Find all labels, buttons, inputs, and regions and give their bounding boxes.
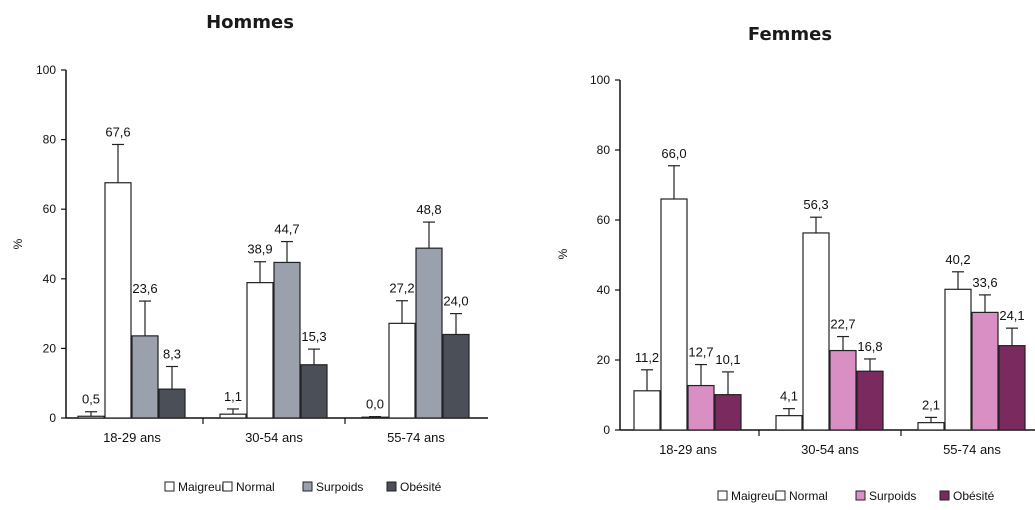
y-tick-label: 80 (597, 143, 611, 157)
y-tick-label: 80 (43, 133, 57, 147)
y-tick-label: 0 (603, 423, 610, 437)
bar (104, 182, 132, 419)
y-tick-label: 40 (43, 272, 57, 286)
legend-swatch (164, 481, 175, 492)
data-label: 23,6 (132, 281, 157, 296)
data-label: 1,1 (224, 389, 242, 404)
chart-title: Hommes (206, 12, 294, 33)
bar (802, 232, 830, 431)
chart-title: Femmes (748, 24, 832, 45)
data-label: 0,0 (366, 397, 384, 412)
y-tick-label: 60 (597, 213, 611, 227)
bar (158, 388, 186, 419)
data-label: 10,1 (715, 352, 740, 367)
bar (998, 345, 1026, 431)
data-label: 38,9 (247, 242, 272, 257)
data-label: 44,7 (274, 222, 299, 237)
data-label: 11,2 (635, 350, 659, 365)
chart-left: Hommes 0 20 40 60 80 100% 18-29 ans 30-54 ans 55-… (11, 12, 488, 494)
x-tick-label: 30-54 ans (245, 430, 303, 445)
x-tick-label: 30-54 ans (801, 442, 859, 457)
bar (856, 370, 884, 431)
bar (131, 335, 159, 419)
bar (714, 394, 742, 431)
y-tick-label: 20 (597, 353, 611, 367)
bar (415, 247, 443, 419)
y-tick-label: 20 (43, 341, 57, 355)
data-label: 24,1 (999, 308, 1024, 323)
bar (77, 415, 105, 419)
y-tick-label: 60 (43, 202, 57, 216)
x-tick-label: 18-29 ans (103, 430, 161, 445)
legend-label: Normal (789, 489, 828, 503)
data-label: 22,7 (830, 317, 855, 332)
legend-label: Surpoids (869, 489, 916, 503)
data-label: 67,6 (105, 124, 130, 139)
x-tick-label: 55-74 ans (943, 442, 1001, 457)
legend-swatch (855, 490, 866, 501)
bar (917, 422, 945, 431)
chart-right: Femmes 0 20 40 60 80 100% 18-29 ans 30-54 ans 55-… (556, 24, 1035, 503)
bar (829, 349, 857, 431)
y-tick-label: 0 (49, 411, 56, 425)
data-label: 27,2 (389, 281, 414, 296)
data-label: 8,3 (163, 346, 181, 361)
legend-label: Maigreur (178, 480, 225, 494)
data-label: 4,1 (780, 389, 798, 404)
legend-label: Surpoids (316, 480, 363, 494)
legend-swatch (222, 481, 233, 492)
bar (219, 413, 247, 419)
bar (246, 282, 274, 419)
legend-swatch (775, 490, 786, 501)
x-tick-label: 55-74 ans (387, 430, 445, 445)
legend-label: Normal (236, 480, 275, 494)
bar (775, 415, 803, 431)
data-label: 66,0 (661, 146, 686, 161)
data-label: 33,6 (972, 275, 997, 290)
y-axis-label: % (556, 248, 570, 259)
data-label: 16,8 (857, 339, 882, 354)
data-label: 2,1 (922, 397, 940, 412)
legend-swatch (386, 481, 397, 492)
bar (687, 384, 715, 431)
data-label: 0,5 (82, 392, 100, 407)
bar (442, 333, 470, 419)
bar (660, 198, 688, 431)
legend-label: Obésité (400, 480, 442, 494)
y-tick-label: 40 (597, 283, 611, 297)
legend-swatch (939, 490, 950, 501)
y-axis-label: % (11, 238, 25, 249)
legend-swatch (302, 481, 313, 492)
data-label: 15,3 (301, 329, 326, 344)
y-tick-label: 100 (36, 63, 56, 77)
bar (273, 261, 301, 419)
legend-label: Maigreur (731, 489, 778, 503)
data-label: 56,3 (803, 197, 828, 212)
data-label: 12,7 (688, 345, 713, 360)
bar (388, 322, 416, 419)
bar (300, 364, 328, 419)
bar (633, 390, 661, 431)
data-label: 48,8 (416, 202, 441, 217)
bar (944, 288, 972, 431)
legend-swatch (717, 490, 728, 501)
x-tick-label: 18-29 ans (659, 442, 717, 457)
legend-label: Obésité (953, 489, 995, 503)
data-label: 40,2 (945, 252, 970, 267)
y-tick-label: 100 (590, 73, 610, 87)
bar (971, 311, 999, 431)
data-label: 24,0 (443, 294, 468, 309)
